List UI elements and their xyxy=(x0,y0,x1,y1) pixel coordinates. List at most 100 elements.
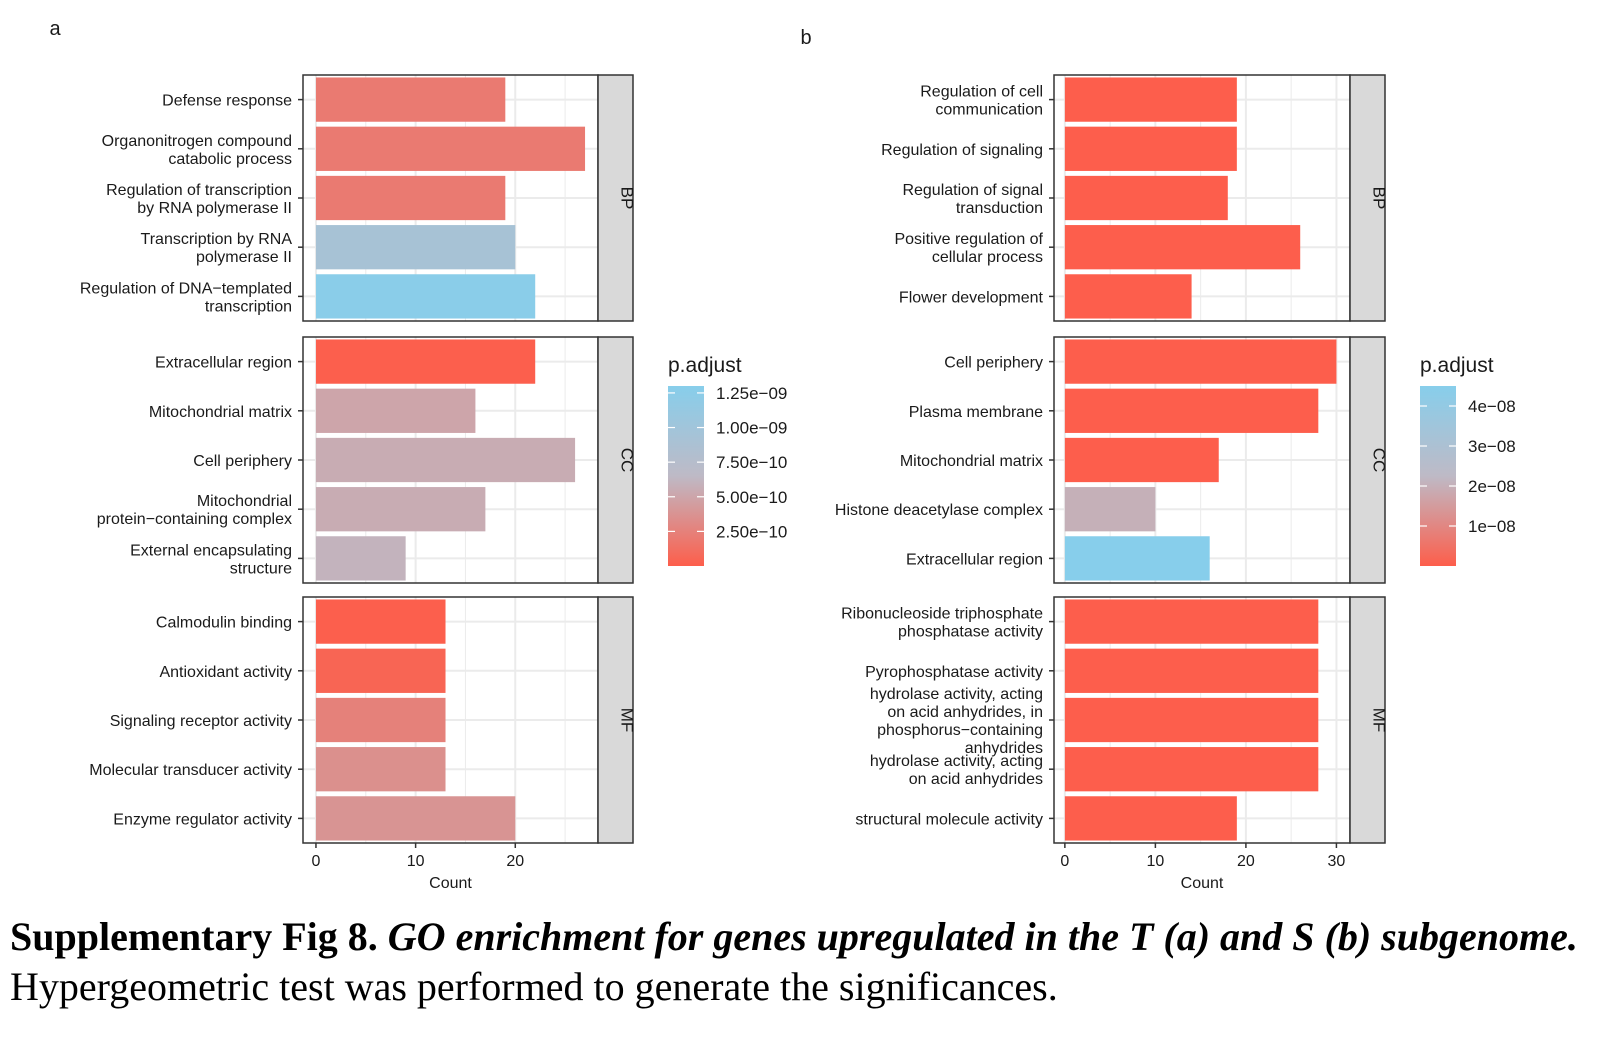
bar xyxy=(315,388,476,433)
caption-title: GO enrichment for genes upregulated in t… xyxy=(387,914,1578,959)
category-label-line: protein−containing complex xyxy=(97,511,292,528)
bar xyxy=(1064,339,1337,384)
bar xyxy=(315,747,446,792)
category-label: hydrolase activity, acting on acid anhydr… xyxy=(870,753,1043,788)
category-label: structural molecule activity xyxy=(855,811,1043,828)
category-label-line: by RNA polymerase II xyxy=(137,200,292,217)
bar xyxy=(1064,536,1210,581)
legend-tick-label: 7.50e−10 xyxy=(716,453,787,472)
category-label-line: structure xyxy=(230,560,292,577)
bar xyxy=(315,697,446,743)
panel-label: b xyxy=(800,27,811,49)
category-label-line: Enzyme regulator activity xyxy=(113,811,292,828)
legend-tick-label: 1e−08 xyxy=(1468,517,1516,536)
category-label: Extracellular region xyxy=(155,355,292,372)
x-axis-label: Count xyxy=(1181,875,1224,892)
category-label-line: Extracellular region xyxy=(155,355,292,372)
x-tick-label: 20 xyxy=(1237,853,1255,870)
category-label-line: Histone deacetylase complex xyxy=(835,502,1043,519)
facet-cc: Extracellular region Mitochondrial matrix… xyxy=(97,336,637,584)
legend-tick-label: 1.00e−09 xyxy=(716,419,787,438)
category-label-line: Mitochondrial matrix xyxy=(900,453,1043,470)
category-label-line: on acid anhydrides xyxy=(909,771,1043,788)
category-label-line: Positive regulation of xyxy=(894,231,1043,248)
category-label-line: External encapsulating xyxy=(130,542,292,559)
legend-tick-label: 1.25e−09 xyxy=(716,384,787,403)
category-label: Plasma membrane xyxy=(909,404,1043,421)
bar xyxy=(1064,225,1301,270)
facet-strip xyxy=(1349,596,1386,844)
bar xyxy=(1064,175,1228,221)
bar xyxy=(1064,599,1319,644)
bar xyxy=(1064,747,1319,792)
category-label-line: Flower development xyxy=(899,289,1044,306)
category-label: Molecular transducer activity xyxy=(89,762,292,779)
category-label-line: anhydrides xyxy=(965,740,1043,757)
category-label-line: structural molecule activity xyxy=(855,811,1043,828)
category-label-line: Ribonucleoside triphosphate xyxy=(841,606,1043,623)
legend-tick-label: 4e−08 xyxy=(1468,397,1516,416)
category-label-line: Transcription by RNA xyxy=(141,231,293,248)
bar xyxy=(315,648,446,693)
category-label: Regulation of DNA−templated transcription xyxy=(80,280,292,315)
category-label: Enzyme regulator activity xyxy=(113,811,292,828)
x-tick-label: 0 xyxy=(312,853,321,870)
category-label-line: communication xyxy=(935,102,1043,119)
x-tick-label: 30 xyxy=(1328,853,1346,870)
category-label-line: Signaling receptor activity xyxy=(110,713,292,730)
category-label-line: Mitochondrial matrix xyxy=(149,404,292,421)
category-label-line: Regulation of transcription xyxy=(106,182,292,199)
facet-strip-label: BP xyxy=(618,187,637,210)
category-label: Positive regulation of cellular process xyxy=(894,231,1043,266)
x-tick-label: 10 xyxy=(1146,853,1164,870)
legend-tick-label: 3e−08 xyxy=(1468,437,1516,456)
category-label: hydrolase activity, acting on acid anhydr… xyxy=(870,686,1043,757)
bar xyxy=(315,487,486,532)
bar xyxy=(1064,796,1237,841)
caption-body: Hypergeometric test was performed to gen… xyxy=(10,964,1058,1009)
category-label-line: Antioxidant activity xyxy=(159,664,292,681)
category-label: Mitochondrial matrix xyxy=(149,404,292,421)
category-label: Cell periphery xyxy=(193,453,292,470)
facet-strip xyxy=(597,596,634,844)
bar xyxy=(1064,126,1237,171)
facet-mf: Ribonucleoside triphosphate phosphatase a… xyxy=(841,596,1389,844)
bar xyxy=(315,77,506,122)
category-label: Extracellular region xyxy=(906,551,1043,568)
category-label-line: hydrolase activity, acting xyxy=(870,686,1043,703)
bar xyxy=(315,599,446,644)
legend-tick-label: 2e−08 xyxy=(1468,477,1516,496)
bar xyxy=(315,339,536,384)
category-label: Mitochondrial protein−containing complex xyxy=(97,493,292,528)
bar xyxy=(1064,388,1319,433)
category-label: Regulation of transcription by RNA polyme… xyxy=(106,182,292,217)
category-label: Antioxidant activity xyxy=(159,664,292,681)
facet-strip xyxy=(597,74,634,322)
category-label-line: transduction xyxy=(956,200,1043,217)
panel-b: b Regulation of cell communication Regulati… xyxy=(800,27,1515,892)
category-label-line: polymerase II xyxy=(196,249,292,266)
category-label-line: on acid anhydrides, in xyxy=(887,704,1043,721)
category-label-line: phosphatase activity xyxy=(898,624,1043,641)
category-label-line: Pyrophosphatase activity xyxy=(865,664,1043,681)
category-label: Organonitrogen compound catabolic process xyxy=(102,133,292,168)
category-label-line: Regulation of signaling xyxy=(881,142,1043,159)
x-tick-label: 20 xyxy=(506,853,524,870)
x-axis-label: Count xyxy=(429,875,472,892)
bar xyxy=(1064,437,1219,483)
category-label: Regulation of cell communication xyxy=(920,84,1043,119)
panel-a: a Defense response Organonitrogen compound… xyxy=(49,18,787,892)
category-label-line: hydrolase activity, acting xyxy=(870,753,1043,770)
panel-label: a xyxy=(49,18,61,40)
facet-mf: Calmodulin binding Antioxidant activity Si… xyxy=(89,596,637,844)
bar xyxy=(1064,274,1192,319)
bar xyxy=(315,274,536,319)
category-label-line: Mitochondrial xyxy=(197,493,292,510)
bar xyxy=(315,437,576,483)
legend-title: p.adjust xyxy=(668,354,742,377)
category-label: Defense response xyxy=(162,93,292,110)
bar xyxy=(315,225,516,270)
category-label: Signaling receptor activity xyxy=(110,713,292,730)
category-label: Histone deacetylase complex xyxy=(835,502,1043,519)
legend-tick-label: 5.00e−10 xyxy=(716,488,787,507)
